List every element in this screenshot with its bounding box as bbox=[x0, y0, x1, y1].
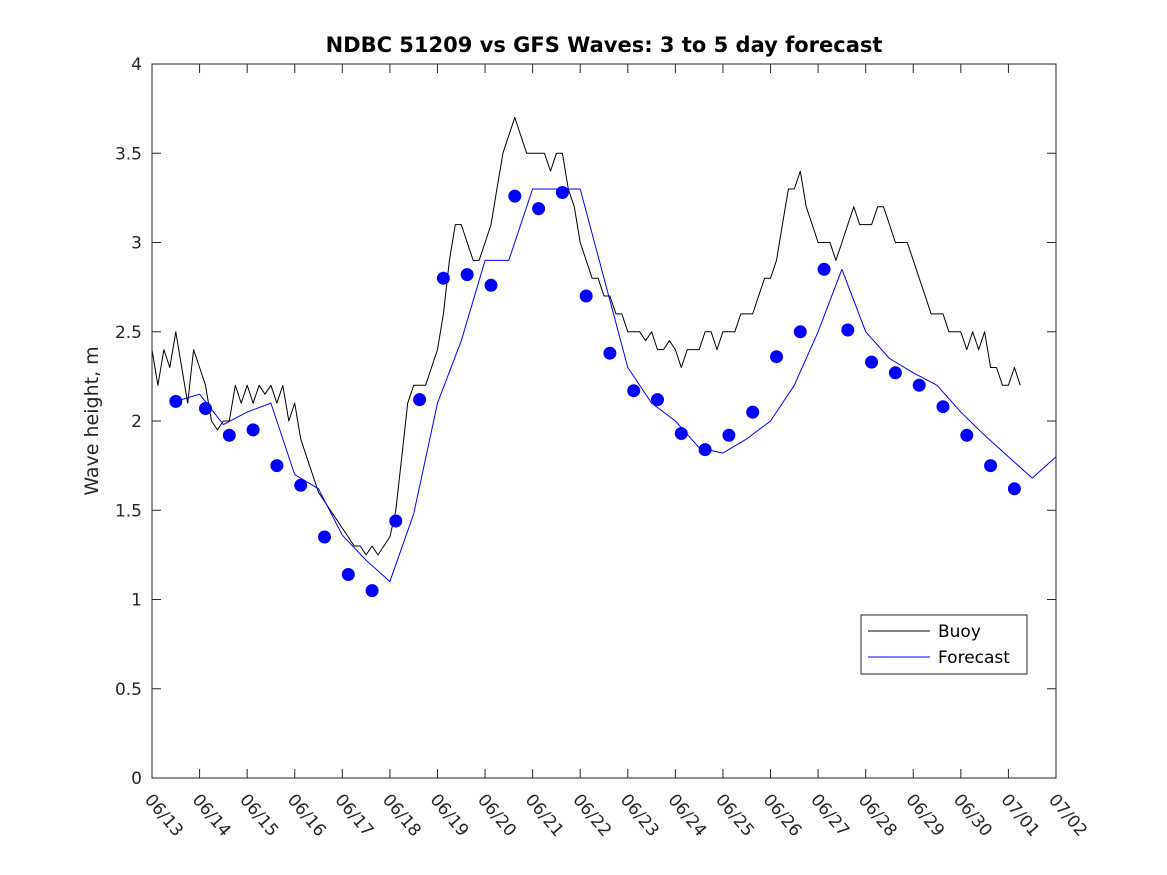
forecast-marker-18 bbox=[603, 346, 617, 360]
y-tick-label-2: 1 bbox=[131, 591, 142, 611]
forecast-marker-11 bbox=[436, 271, 450, 285]
forecast-marker-23 bbox=[722, 428, 736, 442]
series-layer bbox=[151, 117, 1057, 598]
forecast-marker-34 bbox=[984, 459, 998, 473]
legend-buoy-label: Buoy bbox=[938, 622, 981, 642]
forecast-marker-5 bbox=[294, 478, 308, 492]
forecast-marker-0 bbox=[169, 394, 183, 408]
forecast-marker-19 bbox=[627, 384, 641, 398]
forecast-marker-24 bbox=[746, 405, 760, 419]
y-tick-label-8: 4 bbox=[131, 55, 142, 75]
legend: Buoy Forecast bbox=[860, 614, 1028, 675]
forecast-marker-3 bbox=[246, 423, 260, 437]
forecast-marker-7 bbox=[341, 568, 355, 581]
forecast-marker-32 bbox=[936, 400, 950, 414]
y-tick-label-3: 1.5 bbox=[115, 501, 142, 521]
y-tick-label-1: 0.5 bbox=[115, 680, 142, 700]
forecast-marker-15 bbox=[532, 202, 546, 216]
forecast-marker-30 bbox=[888, 366, 902, 380]
y-tick-label-4: 2 bbox=[131, 412, 142, 432]
forecast-marker-4 bbox=[270, 459, 284, 473]
forecast-marker-6 bbox=[318, 530, 331, 544]
forecast-marker-16 bbox=[555, 186, 569, 199]
legend-box bbox=[860, 614, 1028, 675]
forecast-marker-31 bbox=[912, 378, 926, 392]
forecast-marker-35 bbox=[1007, 482, 1021, 496]
y-axis-label: Wave height, m bbox=[81, 346, 103, 495]
buoy-line bbox=[151, 117, 1021, 556]
chart-title: NDBC 51209 vs GFS Waves: 3 to 5 day fore… bbox=[326, 33, 883, 57]
y-tick-label-0: 0 bbox=[131, 769, 142, 789]
forecast-marker-9 bbox=[389, 514, 403, 528]
forecast-marker-10 bbox=[413, 393, 427, 407]
forecast-marker-26 bbox=[793, 325, 807, 339]
forecast-line bbox=[175, 188, 1057, 583]
forecast-marker-28 bbox=[841, 323, 855, 337]
forecast-marker-17 bbox=[579, 289, 593, 303]
y-tick-label-5: 2.5 bbox=[115, 323, 142, 343]
forecast-marker-2 bbox=[222, 428, 236, 442]
y-tick-label-7: 3.5 bbox=[115, 144, 142, 164]
forecast-marker-1 bbox=[199, 402, 212, 415]
forecast-marker-12 bbox=[460, 268, 474, 282]
forecast-marker-33 bbox=[960, 428, 974, 442]
forecast-marker-14 bbox=[508, 189, 522, 203]
legend-forecast-label: Forecast bbox=[938, 648, 1010, 668]
forecast-marker-29 bbox=[865, 355, 879, 369]
forecast-marker-20 bbox=[651, 393, 664, 407]
forecast-marker-25 bbox=[770, 350, 783, 364]
forecast-marker-27 bbox=[817, 262, 831, 276]
forecast-marker-13 bbox=[484, 278, 498, 292]
forecast-marker-8 bbox=[365, 584, 379, 598]
forecast-marker-22 bbox=[698, 443, 712, 457]
y-tick-label-6: 3 bbox=[131, 234, 142, 254]
forecast-marker-21 bbox=[674, 427, 688, 440]
